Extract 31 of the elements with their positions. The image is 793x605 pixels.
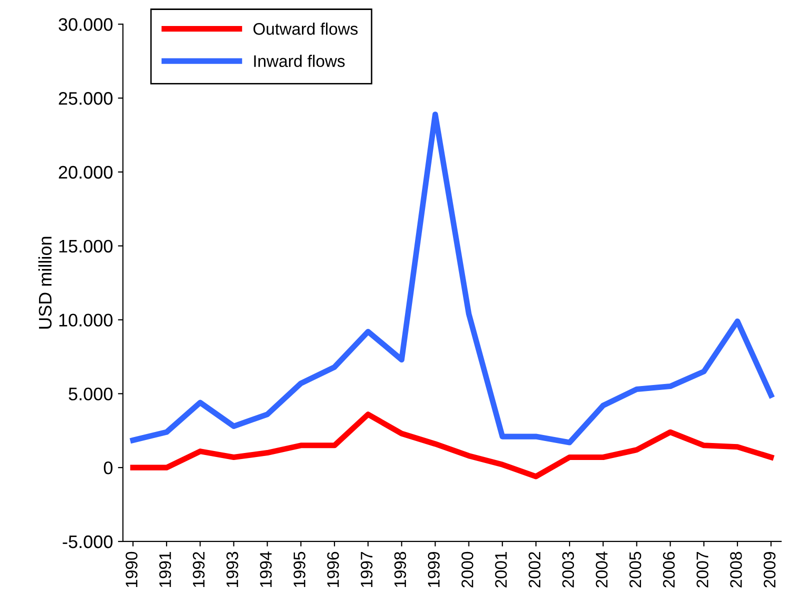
y-tick-label: 20.000 xyxy=(58,166,112,179)
y-tick-label: 5.000 xyxy=(68,388,112,400)
x-tick-label: 2004 xyxy=(596,552,608,588)
y-tick-label: 15.000 xyxy=(59,240,112,253)
x-tick-label: 2005 xyxy=(629,552,642,588)
x-tick-label: 1999 xyxy=(428,552,440,587)
x-tick-label: 2008 xyxy=(730,552,742,588)
x-tick-label: 1994 xyxy=(260,552,272,587)
x-tick-label: 1993 xyxy=(226,552,238,587)
x-tick-label: 1990 xyxy=(126,552,138,587)
legend-label: Inward flows xyxy=(254,54,345,68)
x-tick-label: 1995 xyxy=(294,552,306,587)
x-tick-label: 2000 xyxy=(461,552,474,588)
y-tick-label: -5.000 xyxy=(62,535,112,548)
x-tick-label: 2006 xyxy=(662,552,675,588)
x-tick-label: 1997 xyxy=(360,552,373,587)
x-tick-label: 2003 xyxy=(562,552,574,588)
x-tick-label: 2002 xyxy=(528,552,540,588)
x-tick-label: 1991 xyxy=(159,552,172,587)
y-tick-label: 25.000 xyxy=(58,92,112,105)
y-tick-label: 0 xyxy=(104,462,112,474)
x-tick-label: 1996 xyxy=(327,552,339,587)
x-tick-label: 1998 xyxy=(394,552,406,587)
y-tick-label: 10.000 xyxy=(59,314,112,327)
y-tick-label: 30.000 xyxy=(58,18,112,31)
legend-label: Outward flows xyxy=(253,22,358,35)
y-axis-title: USD million xyxy=(38,236,52,329)
x-tick-label: 2001 xyxy=(495,552,507,588)
x-tick-label: 2009 xyxy=(764,552,776,588)
x-tick-label: 2007 xyxy=(696,552,708,588)
x-tick-label: 1992 xyxy=(192,552,205,587)
